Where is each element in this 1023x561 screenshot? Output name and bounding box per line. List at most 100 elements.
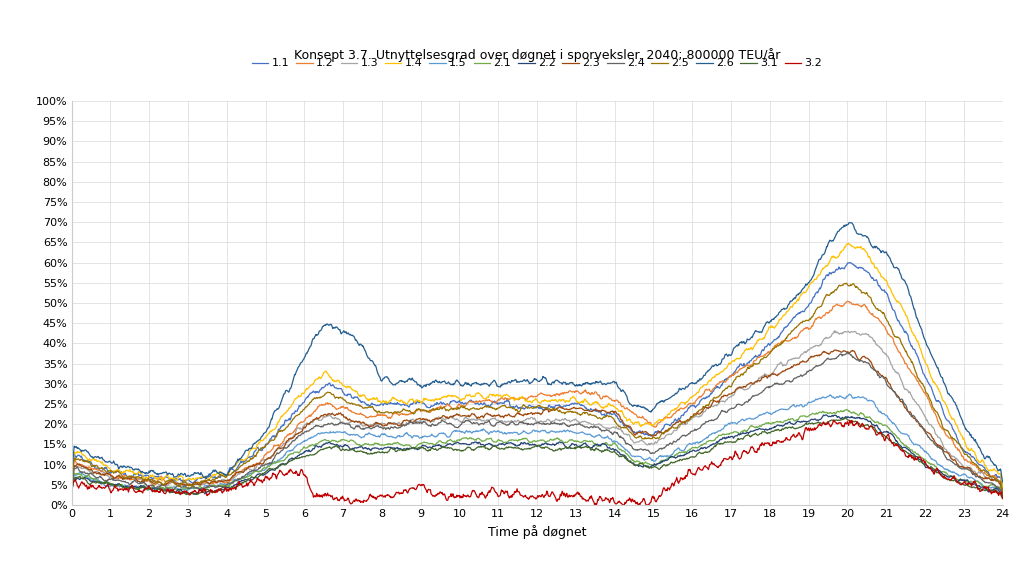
2.5 bbox=[453, 405, 465, 412]
2.1 bbox=[431, 440, 443, 447]
1.4 bbox=[996, 484, 1009, 491]
1.1 bbox=[65, 475, 78, 482]
1.2 bbox=[996, 487, 1009, 494]
1.1 bbox=[996, 483, 1009, 490]
2.4 bbox=[680, 432, 693, 439]
Line: 1.3: 1.3 bbox=[72, 331, 1003, 494]
2.1 bbox=[453, 437, 465, 444]
1.4 bbox=[271, 421, 283, 427]
3.1 bbox=[65, 488, 78, 495]
1.3 bbox=[271, 446, 283, 453]
2.3 bbox=[829, 347, 841, 353]
2.2 bbox=[431, 442, 443, 449]
2.1 bbox=[834, 408, 846, 415]
Line: 2.6: 2.6 bbox=[72, 223, 1003, 482]
2.4 bbox=[915, 421, 927, 427]
2.1 bbox=[841, 406, 853, 413]
3.2 bbox=[271, 472, 283, 479]
1.5 bbox=[453, 427, 465, 434]
1.2 bbox=[453, 401, 465, 408]
1.3 bbox=[996, 490, 1009, 497]
1.5 bbox=[996, 490, 1009, 497]
1.3 bbox=[453, 418, 465, 425]
2.1 bbox=[271, 458, 283, 465]
1.4 bbox=[680, 398, 693, 405]
2.3 bbox=[453, 412, 465, 419]
2.4 bbox=[996, 492, 1009, 499]
Line: 2.4: 2.4 bbox=[72, 352, 1003, 495]
3.1 bbox=[453, 447, 465, 453]
2.5 bbox=[271, 431, 283, 438]
2.5 bbox=[431, 405, 443, 412]
1.3 bbox=[834, 330, 846, 337]
1.2 bbox=[271, 442, 283, 449]
2.2 bbox=[65, 488, 78, 495]
2.6 bbox=[680, 384, 693, 390]
2.4 bbox=[841, 348, 853, 355]
1.1 bbox=[271, 430, 283, 436]
Line: 2.1: 2.1 bbox=[72, 410, 1003, 495]
2.4 bbox=[431, 422, 443, 429]
2.6 bbox=[453, 380, 465, 387]
3.1 bbox=[431, 447, 443, 454]
2.6 bbox=[271, 405, 283, 412]
2.5 bbox=[834, 282, 846, 289]
1.4 bbox=[431, 396, 443, 403]
2.2 bbox=[915, 457, 927, 463]
2.4 bbox=[65, 485, 78, 491]
1.2 bbox=[841, 298, 853, 305]
3.1 bbox=[915, 458, 927, 465]
1.3 bbox=[65, 481, 78, 488]
1.2 bbox=[431, 404, 443, 411]
2.4 bbox=[834, 351, 846, 358]
1.3 bbox=[915, 406, 927, 412]
2.3 bbox=[65, 482, 78, 489]
3.2 bbox=[835, 420, 847, 426]
2.5 bbox=[840, 280, 852, 287]
2.6 bbox=[915, 323, 927, 330]
1.2 bbox=[65, 479, 78, 485]
2.5 bbox=[996, 488, 1009, 494]
1.2 bbox=[834, 302, 846, 309]
1.1 bbox=[431, 399, 443, 406]
Line: 2.3: 2.3 bbox=[72, 350, 1003, 493]
Line: 1.4: 1.4 bbox=[72, 243, 1003, 488]
Line: 2.2: 2.2 bbox=[72, 415, 1003, 498]
3.2 bbox=[65, 489, 78, 496]
2.3 bbox=[431, 415, 443, 421]
3.2 bbox=[828, 417, 840, 424]
2.3 bbox=[915, 423, 927, 430]
1.1 bbox=[680, 408, 693, 415]
2.1 bbox=[915, 454, 927, 461]
1.1 bbox=[915, 361, 927, 368]
Line: 2.5: 2.5 bbox=[72, 283, 1003, 491]
Line: 1.2: 1.2 bbox=[72, 301, 1003, 490]
1.2 bbox=[915, 383, 927, 389]
3.2 bbox=[588, 502, 601, 508]
Line: 3.1: 3.1 bbox=[72, 418, 1003, 499]
3.2 bbox=[915, 455, 927, 462]
2.4 bbox=[271, 449, 283, 456]
2.3 bbox=[834, 348, 846, 355]
2.3 bbox=[271, 445, 283, 452]
Title: Konsept 3.7. Utnyttelsesgrad over døgnet i sporveksler. 2040; 800000 TEU/år: Konsept 3.7. Utnyttelsesgrad over døgnet… bbox=[294, 48, 781, 62]
1.4 bbox=[65, 474, 78, 481]
2.1 bbox=[65, 485, 78, 492]
2.6 bbox=[834, 226, 846, 233]
2.1 bbox=[680, 449, 693, 456]
1.4 bbox=[843, 240, 855, 247]
3.1 bbox=[996, 495, 1009, 502]
Legend: 1.1, 1.2, 1.3, 1.4, 1.5, 2.1, 2.2, 2.3, 2.4, 2.5, 2.6, 3.1, 3.2: 1.1, 1.2, 1.3, 1.4, 1.5, 2.1, 2.2, 2.3, … bbox=[248, 54, 827, 73]
2.2 bbox=[271, 464, 283, 471]
2.6 bbox=[996, 479, 1009, 485]
X-axis label: Time på døgnet: Time på døgnet bbox=[488, 525, 586, 539]
3.1 bbox=[271, 465, 283, 472]
2.2 bbox=[996, 495, 1009, 502]
1.1 bbox=[834, 265, 846, 272]
1.5 bbox=[843, 390, 855, 397]
2.2 bbox=[680, 450, 693, 457]
3.1 bbox=[839, 415, 851, 421]
1.5 bbox=[65, 486, 78, 493]
3.1 bbox=[680, 456, 693, 462]
Line: 1.5: 1.5 bbox=[72, 394, 1003, 494]
